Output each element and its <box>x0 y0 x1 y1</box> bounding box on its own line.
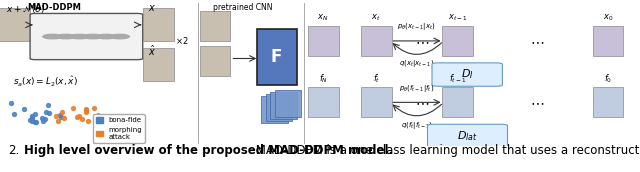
Point <box>81 111 92 114</box>
Point <box>56 116 66 119</box>
Point <box>27 114 37 117</box>
FancyBboxPatch shape <box>270 92 297 119</box>
Text: $q(x_t|x_{t-1})$: $q(x_t|x_{t-1})$ <box>399 58 435 69</box>
Text: F: F <box>271 48 282 66</box>
Point <box>60 117 70 119</box>
Point <box>42 104 52 107</box>
Point <box>83 119 93 122</box>
Text: $\cdots$: $\cdots$ <box>531 95 545 109</box>
FancyBboxPatch shape <box>442 87 473 117</box>
Text: $\cdots$: $\cdots$ <box>415 95 429 109</box>
FancyBboxPatch shape <box>308 26 339 56</box>
FancyBboxPatch shape <box>275 90 301 116</box>
Point <box>76 118 86 120</box>
Text: $x_{t-1}$: $x_{t-1}$ <box>448 13 467 23</box>
Text: $x_N$: $x_N$ <box>317 13 329 23</box>
FancyBboxPatch shape <box>428 124 508 148</box>
Point <box>30 121 40 124</box>
Point <box>30 112 40 115</box>
Text: $p_\theta(f_{t-1}|f_t)$: $p_\theta(f_{t-1}|f_t)$ <box>399 83 435 94</box>
Text: $\hat{x}$: $\hat{x}$ <box>148 44 156 58</box>
Text: pretrained CNN: pretrained CNN <box>214 3 273 12</box>
Circle shape <box>83 34 102 39</box>
Point <box>9 113 19 115</box>
Point <box>81 107 91 110</box>
FancyBboxPatch shape <box>143 8 174 41</box>
FancyBboxPatch shape <box>361 87 392 117</box>
Point <box>27 119 37 122</box>
Text: $\cdots$: $\cdots$ <box>531 34 545 48</box>
Legend: bona-fide, morphing
attack: bona-fide, morphing attack <box>93 114 145 143</box>
Point <box>41 110 51 113</box>
FancyBboxPatch shape <box>257 29 297 85</box>
Point <box>31 121 42 124</box>
Circle shape <box>97 34 116 39</box>
Text: 2.: 2. <box>8 144 19 157</box>
FancyBboxPatch shape <box>442 26 473 56</box>
Point <box>40 118 51 121</box>
Point <box>51 115 61 118</box>
Text: $x$: $x$ <box>148 3 156 13</box>
Text: $f_t$: $f_t$ <box>372 72 380 85</box>
FancyBboxPatch shape <box>593 26 623 56</box>
FancyBboxPatch shape <box>30 13 143 60</box>
Text: MAD-DDPM is a one class learning model that uses a reconstruction b: MAD-DDPM is a one class learning model t… <box>252 144 640 157</box>
Text: $p_\theta(x_{t-1}|x_t)$: $p_\theta(x_{t-1}|x_t)$ <box>397 21 436 32</box>
Point <box>57 111 67 114</box>
Point <box>53 120 63 122</box>
Point <box>74 115 84 117</box>
Circle shape <box>43 34 62 39</box>
Circle shape <box>110 34 129 39</box>
Point <box>19 108 29 111</box>
Text: $x_t$: $x_t$ <box>371 13 381 23</box>
Point <box>38 120 48 123</box>
Point <box>72 115 82 118</box>
Point <box>6 102 17 105</box>
Point <box>93 114 103 116</box>
Text: $f_{t-1}$: $f_{t-1}$ <box>449 72 467 85</box>
Text: $D_{lat}$: $D_{lat}$ <box>457 129 477 143</box>
Text: $q(f_t|f_{t-1})$: $q(f_t|f_{t-1})$ <box>401 120 433 131</box>
FancyBboxPatch shape <box>266 94 292 121</box>
Text: $f_N$: $f_N$ <box>319 72 328 85</box>
Text: $x + \mathcal{N}(\sigma)$: $x + \mathcal{N}(\sigma)$ <box>6 3 45 15</box>
Text: $s_a(x) = L_2(x, \hat{x})$: $s_a(x) = L_2(x, \hat{x})$ <box>13 75 78 89</box>
FancyBboxPatch shape <box>432 63 502 86</box>
Point <box>88 107 99 109</box>
Point <box>36 116 47 119</box>
FancyBboxPatch shape <box>593 87 623 117</box>
Point <box>44 112 54 115</box>
FancyBboxPatch shape <box>200 46 230 76</box>
Text: $\times 2$: $\times 2$ <box>175 35 189 46</box>
FancyBboxPatch shape <box>143 48 174 81</box>
Point <box>26 119 36 122</box>
Point <box>55 114 65 117</box>
Point <box>27 116 37 119</box>
FancyBboxPatch shape <box>308 87 339 117</box>
Point <box>81 109 91 112</box>
Text: MAD-DDPM: MAD-DDPM <box>28 3 81 12</box>
Circle shape <box>56 34 76 39</box>
FancyBboxPatch shape <box>261 96 288 123</box>
Text: $D_I$: $D_I$ <box>461 68 474 82</box>
Point <box>68 107 78 110</box>
FancyBboxPatch shape <box>200 11 230 41</box>
Text: $\cdots$: $\cdots$ <box>415 34 429 48</box>
FancyBboxPatch shape <box>0 8 30 41</box>
Circle shape <box>70 34 89 39</box>
Text: High level overview of the proposed MAD-DDPM model.: High level overview of the proposed MAD-… <box>24 144 394 157</box>
Text: $x_0$: $x_0$ <box>603 13 613 23</box>
FancyBboxPatch shape <box>361 26 392 56</box>
Text: $f_0$: $f_0$ <box>604 72 612 85</box>
